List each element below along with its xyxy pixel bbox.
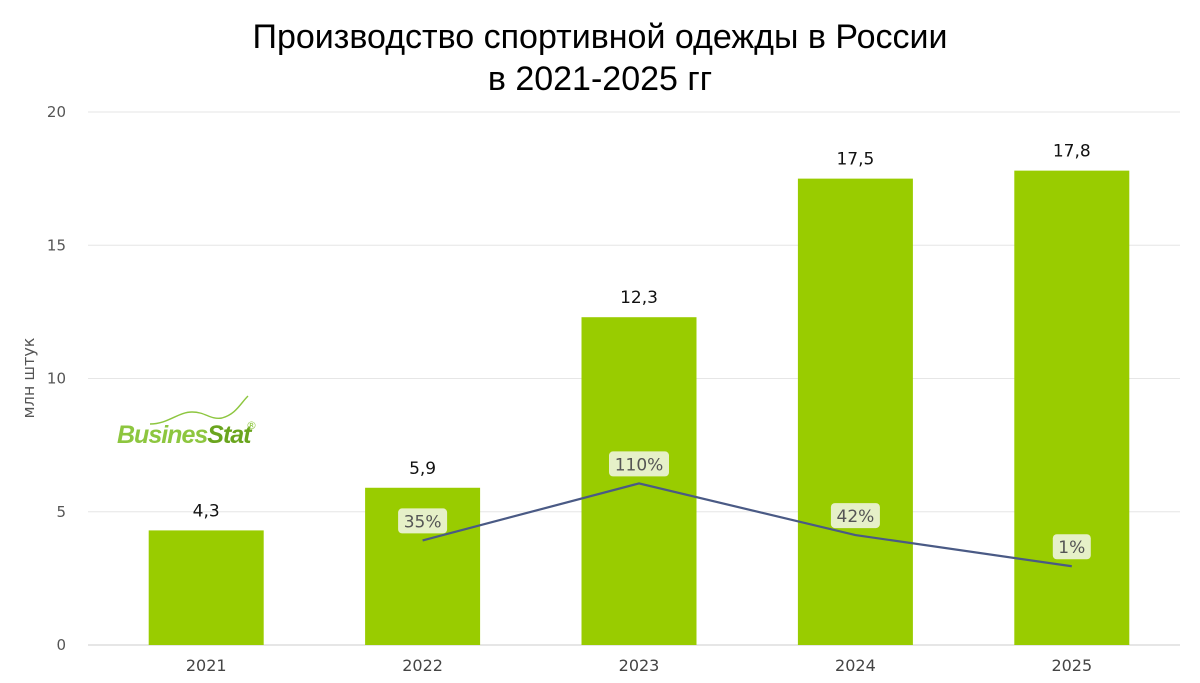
y-tick-20: 20 [47, 103, 66, 121]
growth-label-2022: 35% [404, 512, 442, 532]
growth-line [422, 482, 1072, 568]
logo-registered-mark: ® [246, 419, 257, 432]
x-tick-2022: 2022 [402, 656, 443, 675]
growth-label-bg-2024 [830, 503, 880, 529]
x-tick-2025: 2025 [1051, 656, 1092, 675]
bar-value-label-2022: 5,9 [409, 459, 436, 479]
y-axis-label: млн штук [19, 337, 38, 418]
x-tick-labels: 2021 2022 2023 2024 2025 [186, 656, 1092, 675]
x-tick-2023: 2023 [619, 656, 660, 675]
chart-title-line-2: в 2021-2025 гг [488, 60, 712, 98]
bar-value-label-2021: 4,3 [193, 501, 220, 521]
y-tick-10: 10 [47, 370, 66, 388]
growth-label-2025: 1% [1058, 538, 1085, 558]
y-tick-0: 0 [56, 636, 66, 654]
chart-title-line-1: Производство спортивной одежды в России [253, 18, 948, 56]
bar-2023 [581, 317, 697, 645]
bar-value-label-2024: 17,5 [836, 150, 874, 170]
growth-line-series: 35% 110% 42% 1% [398, 451, 1091, 568]
y-tick-5: 5 [56, 503, 66, 521]
y-tick-15: 15 [47, 236, 66, 254]
x-tick-2021: 2021 [186, 656, 227, 675]
svg-text:BusinesStat: BusinesStat [117, 421, 253, 449]
y-tick-labels: 0 5 10 15 20 [47, 103, 66, 654]
growth-label-bg-2023 [609, 451, 669, 477]
growth-label-bg-2022 [398, 508, 448, 534]
growth-label-2023: 110% [615, 455, 664, 475]
businesstat-logo: BusinesStat ® [117, 395, 257, 449]
bar-2021 [148, 530, 264, 645]
bars [148, 170, 1130, 645]
x-tick-2024: 2024 [835, 656, 876, 675]
bar-value-label-2025: 17,8 [1053, 142, 1091, 162]
logo-text-stat: Stat [207, 421, 253, 449]
bar-value-label-2023: 12,3 [620, 288, 658, 308]
bar-2025 [1014, 170, 1130, 645]
bar-value-labels: 4,3 5,9 12,3 17,5 17,8 [193, 142, 1091, 522]
bar-2024 [797, 178, 913, 645]
growth-label-bg-2025 [1052, 534, 1091, 560]
logo-text-busines: Busines [117, 421, 208, 449]
logo-swoosh [149, 395, 249, 425]
growth-label-2024: 42% [837, 507, 875, 527]
